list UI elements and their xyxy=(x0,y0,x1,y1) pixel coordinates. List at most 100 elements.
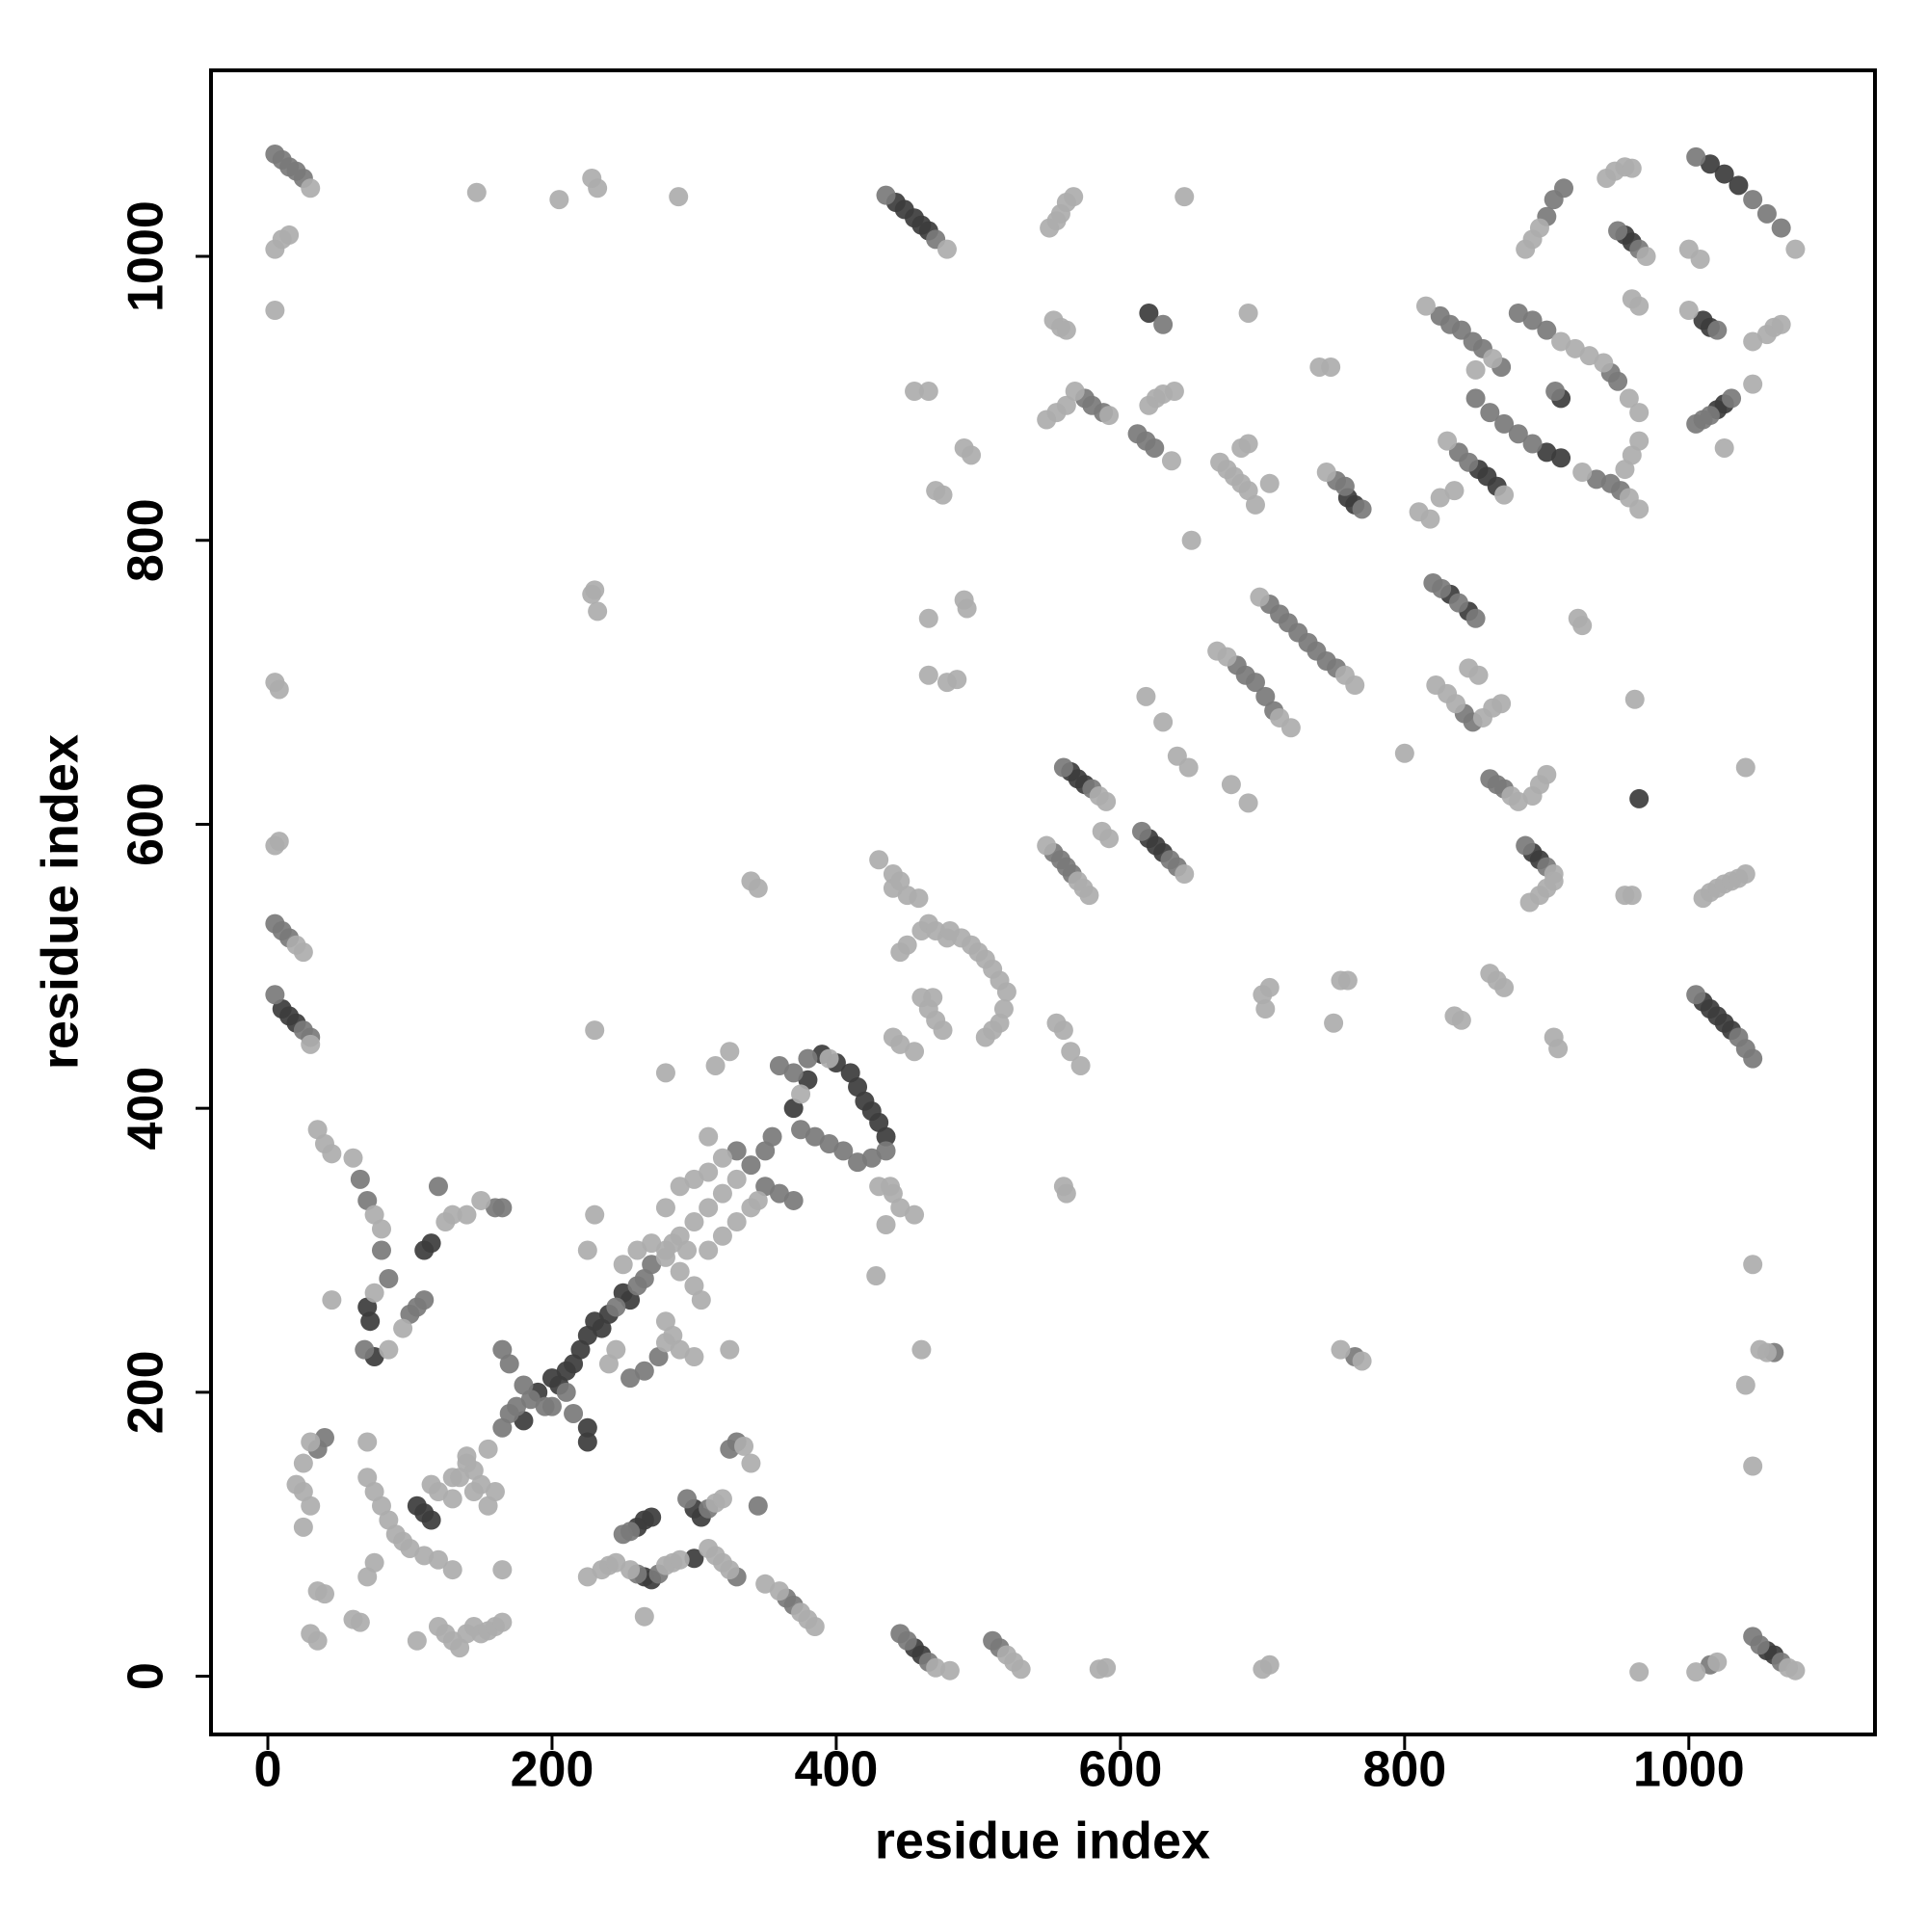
point xyxy=(1061,1042,1081,1062)
point xyxy=(670,1549,690,1570)
point xyxy=(1743,1456,1763,1476)
point xyxy=(1743,190,1763,210)
point xyxy=(514,1411,534,1431)
point xyxy=(1629,1662,1650,1682)
point xyxy=(1743,374,1763,394)
point xyxy=(1238,434,1258,454)
point xyxy=(1629,403,1650,423)
point xyxy=(1079,886,1099,906)
point xyxy=(1011,1659,1031,1680)
point xyxy=(588,178,608,198)
point xyxy=(1480,403,1500,423)
point xyxy=(371,1240,391,1260)
y-tick-label: 0 xyxy=(119,1662,174,1690)
point xyxy=(1522,310,1543,331)
point xyxy=(1756,203,1777,224)
point xyxy=(613,1524,633,1545)
point xyxy=(1622,886,1642,906)
point xyxy=(1164,382,1184,402)
point xyxy=(1700,406,1720,426)
x-tick-label: 1000 xyxy=(1633,1742,1745,1798)
point xyxy=(670,1177,690,1197)
point xyxy=(1465,388,1486,409)
point xyxy=(620,1368,641,1389)
point xyxy=(1494,485,1515,505)
point xyxy=(442,1489,462,1509)
point xyxy=(655,1311,675,1332)
point xyxy=(684,1347,704,1367)
point xyxy=(769,1183,789,1204)
point xyxy=(507,1396,527,1416)
point xyxy=(1430,488,1450,508)
point xyxy=(1178,757,1199,778)
point xyxy=(414,1290,435,1310)
point xyxy=(1245,494,1265,515)
point xyxy=(677,1489,698,1509)
point xyxy=(1771,314,1791,334)
point xyxy=(798,1070,818,1090)
x-tick-label: 800 xyxy=(1362,1742,1446,1798)
point xyxy=(1280,718,1301,738)
point xyxy=(322,1144,342,1164)
point xyxy=(642,1233,662,1254)
point xyxy=(1544,871,1564,891)
point xyxy=(848,1077,868,1098)
point xyxy=(712,1226,732,1246)
point xyxy=(1448,593,1468,613)
point xyxy=(301,1034,321,1054)
point xyxy=(499,1354,519,1374)
x-tick-label: 200 xyxy=(511,1742,594,1798)
point xyxy=(933,485,953,505)
point xyxy=(520,1389,541,1410)
point xyxy=(1678,301,1699,321)
point xyxy=(379,1268,399,1288)
point xyxy=(1771,218,1791,238)
point xyxy=(265,835,285,856)
point xyxy=(905,1204,925,1225)
point xyxy=(1064,187,1084,207)
point xyxy=(1785,1660,1806,1681)
point xyxy=(699,1162,719,1182)
point xyxy=(478,1439,498,1459)
point xyxy=(1756,1342,1777,1363)
point xyxy=(577,1417,597,1438)
point xyxy=(755,1574,776,1594)
point xyxy=(471,1474,491,1495)
point xyxy=(876,1214,896,1234)
y-tick-label: 1000 xyxy=(119,200,174,312)
point xyxy=(1321,357,1341,377)
point xyxy=(279,225,300,245)
point xyxy=(918,608,938,628)
point xyxy=(741,1453,761,1473)
point xyxy=(769,1055,789,1075)
point xyxy=(937,239,957,259)
point xyxy=(1259,977,1280,997)
point xyxy=(1316,463,1336,483)
point xyxy=(819,1134,839,1154)
point xyxy=(939,1660,960,1681)
point xyxy=(1548,1039,1569,1059)
point xyxy=(400,1538,420,1558)
point xyxy=(1608,371,1628,391)
point xyxy=(588,601,608,622)
point xyxy=(307,1630,328,1651)
point xyxy=(833,1141,854,1161)
point xyxy=(1438,431,1458,451)
point xyxy=(699,1240,719,1260)
point xyxy=(869,850,889,870)
y-tick-label: 800 xyxy=(119,498,174,582)
point xyxy=(1056,1183,1076,1204)
point xyxy=(1136,686,1156,706)
point xyxy=(769,1581,789,1601)
point xyxy=(1324,1013,1344,1033)
point xyxy=(1420,509,1440,529)
point xyxy=(269,679,289,700)
point xyxy=(421,1233,441,1254)
point xyxy=(726,1169,747,1189)
point xyxy=(762,1126,782,1147)
point xyxy=(798,1048,818,1069)
point xyxy=(357,1567,378,1587)
point xyxy=(699,1126,719,1147)
point xyxy=(923,988,943,1008)
